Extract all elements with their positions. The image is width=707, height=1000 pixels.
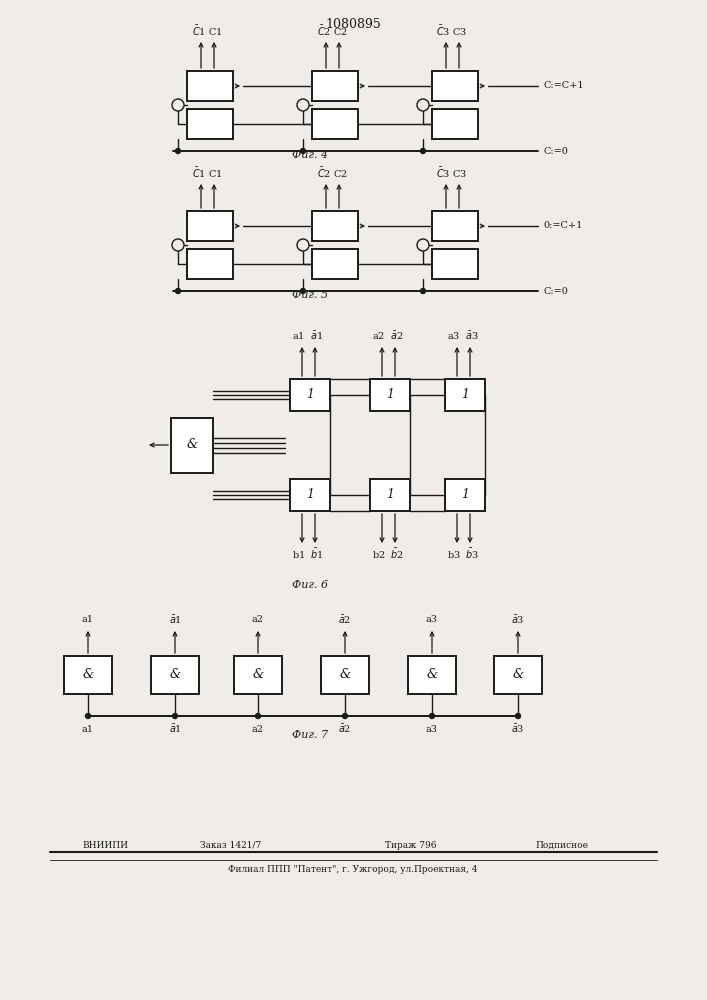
Text: ВНИИПИ: ВНИИПИ — [82, 840, 128, 850]
Text: Филиал ППП "Патент", г. Ужгород, ул.Проектная, 4: Филиал ППП "Патент", г. Ужгород, ул.Прое… — [228, 865, 478, 874]
Text: a2: a2 — [252, 615, 264, 624]
Circle shape — [175, 288, 180, 294]
Circle shape — [300, 148, 305, 153]
Bar — [370, 379, 410, 411]
Text: 1: 1 — [461, 388, 469, 401]
Circle shape — [86, 714, 90, 718]
Text: b3  $\bar{b}$3: b3 $\bar{b}$3 — [447, 547, 479, 561]
Bar — [445, 379, 485, 411]
Bar — [290, 379, 330, 411]
Bar — [312, 71, 358, 101]
Text: Заказ 1421/7: Заказ 1421/7 — [200, 840, 262, 850]
Text: Фиг. 6: Фиг. 6 — [292, 580, 328, 590]
Text: C:=0: C:=0 — [543, 286, 568, 296]
Text: 1: 1 — [386, 388, 394, 401]
Text: C:=C+1: C:=C+1 — [543, 82, 583, 91]
Bar — [187, 249, 233, 279]
Bar — [321, 656, 369, 694]
Bar — [445, 479, 485, 511]
Text: $\bar{C}$3 C3: $\bar{C}$3 C3 — [436, 24, 467, 38]
Bar — [171, 418, 213, 473]
Text: 1: 1 — [461, 488, 469, 502]
Text: &: & — [339, 668, 351, 682]
Circle shape — [421, 148, 426, 153]
Text: 0:=C+1: 0:=C+1 — [543, 222, 583, 231]
Text: b1  $\bar{b}$1: b1 $\bar{b}$1 — [292, 547, 324, 561]
Circle shape — [342, 714, 348, 718]
Bar — [312, 249, 358, 279]
Bar — [234, 656, 282, 694]
Text: &: & — [187, 438, 197, 452]
Text: $\bar{a}$3: $\bar{a}$3 — [511, 723, 525, 735]
Text: Фиг. 4: Фиг. 4 — [292, 150, 328, 160]
Bar — [312, 109, 358, 139]
Text: Фиг. 7: Фиг. 7 — [292, 730, 328, 740]
Text: C:=0: C:=0 — [543, 146, 568, 155]
Bar — [370, 479, 410, 511]
Text: a3  $\bar{a}$3: a3 $\bar{a}$3 — [447, 330, 479, 342]
Bar — [151, 656, 199, 694]
Bar — [432, 71, 478, 101]
Bar — [432, 211, 478, 241]
Text: a2: a2 — [252, 724, 264, 734]
Text: $\bar{a}$2: $\bar{a}$2 — [339, 614, 351, 626]
Circle shape — [173, 714, 177, 718]
Bar — [64, 656, 112, 694]
Text: $\bar{a}$3: $\bar{a}$3 — [511, 614, 525, 626]
Text: &: & — [426, 668, 438, 682]
Text: $\bar{C}$1 C1: $\bar{C}$1 C1 — [192, 166, 222, 180]
Circle shape — [515, 714, 520, 718]
Bar — [432, 249, 478, 279]
Bar — [187, 109, 233, 139]
Text: b2  $\bar{b}$2: b2 $\bar{b}$2 — [372, 547, 404, 561]
Text: a3: a3 — [426, 615, 438, 624]
Circle shape — [421, 288, 426, 294]
Text: a1  $\bar{a}$1: a1 $\bar{a}$1 — [293, 330, 324, 342]
Text: Фиг. 5: Фиг. 5 — [292, 290, 328, 300]
Text: &: & — [513, 668, 524, 682]
Text: Подписное: Подписное — [535, 840, 588, 850]
Bar — [432, 109, 478, 139]
Circle shape — [429, 714, 435, 718]
Text: Тираж 796: Тираж 796 — [385, 840, 436, 850]
Text: a3: a3 — [426, 724, 438, 734]
Circle shape — [300, 288, 305, 294]
Text: 1080895: 1080895 — [325, 17, 381, 30]
Bar — [290, 479, 330, 511]
Circle shape — [175, 148, 180, 153]
Bar — [312, 211, 358, 241]
Bar — [494, 656, 542, 694]
Text: 1: 1 — [306, 388, 314, 401]
Text: a1: a1 — [82, 615, 94, 624]
Text: $\bar{C}$1 C1: $\bar{C}$1 C1 — [192, 24, 222, 38]
Text: &: & — [83, 668, 93, 682]
Text: $\bar{C}$2 C2: $\bar{C}$2 C2 — [317, 24, 347, 38]
Bar — [187, 71, 233, 101]
Text: $\bar{a}$1: $\bar{a}$1 — [168, 723, 182, 735]
Text: $\bar{a}$1: $\bar{a}$1 — [168, 614, 182, 626]
Text: &: & — [170, 668, 180, 682]
Text: 1: 1 — [386, 488, 394, 502]
Text: $\bar{a}$2: $\bar{a}$2 — [339, 723, 351, 735]
Text: $\bar{C}$3 C3: $\bar{C}$3 C3 — [436, 166, 467, 180]
Text: a1: a1 — [82, 724, 94, 734]
Text: $\bar{C}$2 C2: $\bar{C}$2 C2 — [317, 166, 347, 180]
Circle shape — [255, 714, 260, 718]
Text: a2  $\bar{a}$2: a2 $\bar{a}$2 — [373, 330, 404, 342]
Bar — [187, 211, 233, 241]
Text: 1: 1 — [306, 488, 314, 502]
Bar — [408, 656, 456, 694]
Text: &: & — [252, 668, 264, 682]
